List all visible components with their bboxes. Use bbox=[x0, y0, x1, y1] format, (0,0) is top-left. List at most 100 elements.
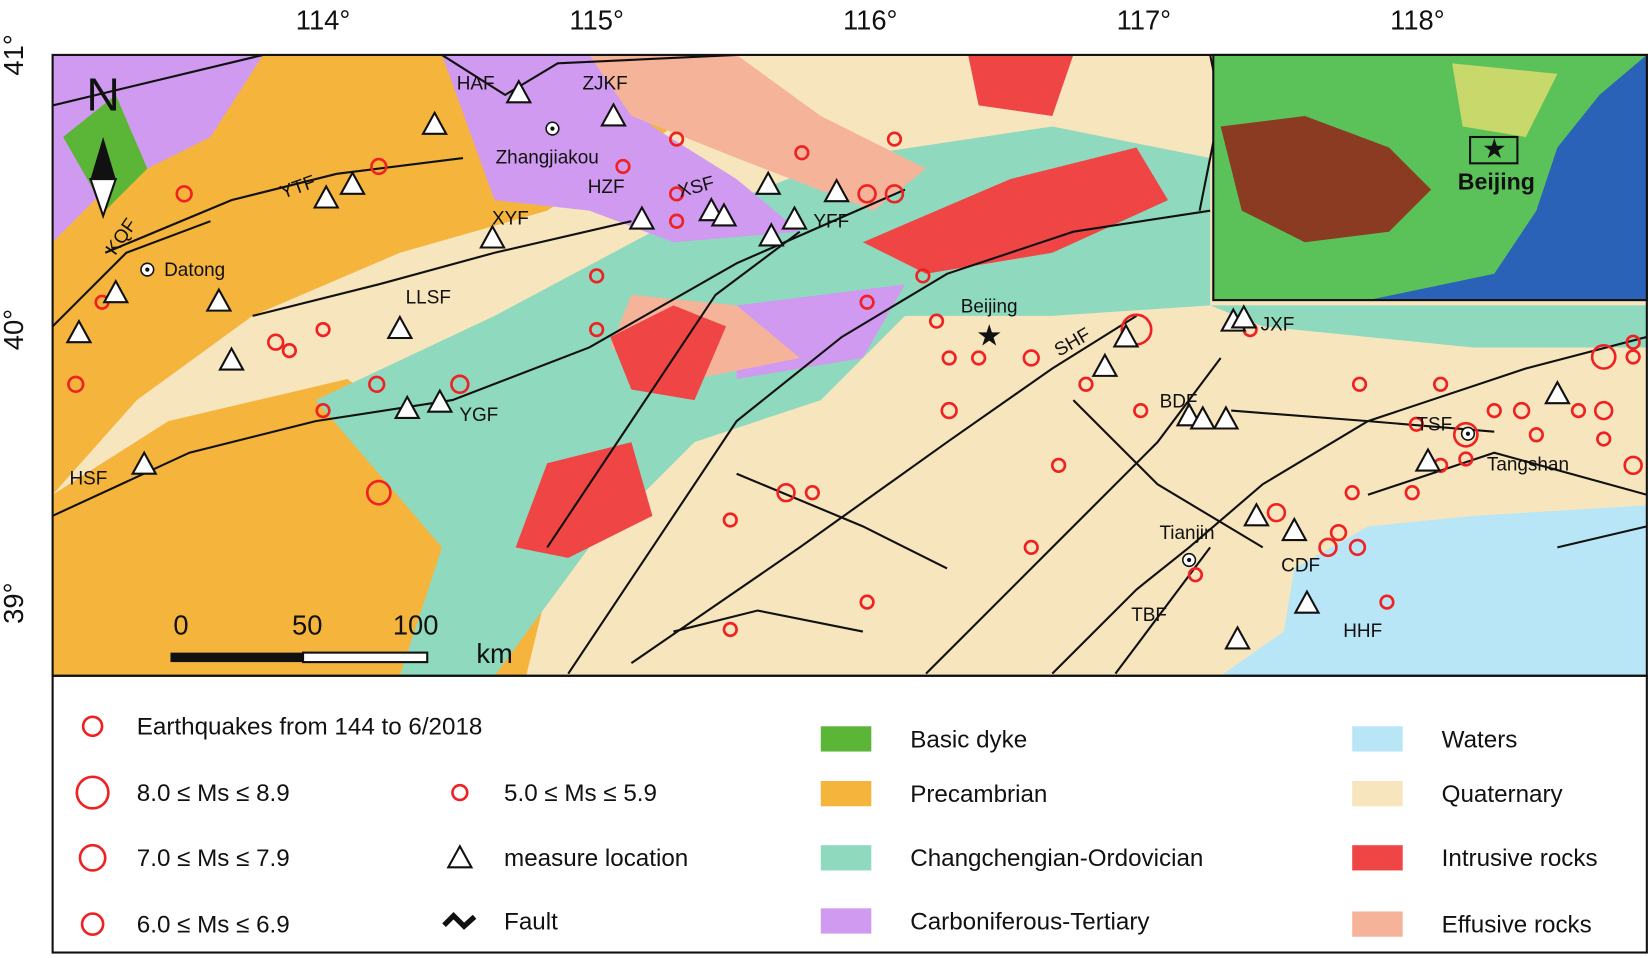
symbols: ★ Zhangjiakou Datong Beijing Tianjin Tangshan… bbox=[65, 74, 1643, 650]
intrusive-zone bbox=[968, 54, 1074, 116]
measure-location bbox=[65, 318, 93, 344]
north-arrow: N bbox=[86, 69, 120, 220]
city-dot bbox=[145, 267, 150, 272]
changchengian-zone bbox=[1210, 305, 1647, 348]
fault-label: XYF bbox=[492, 208, 529, 229]
fault-line bbox=[52, 54, 264, 107]
fault-line bbox=[252, 220, 632, 317]
earthquake bbox=[971, 350, 987, 366]
earthquake bbox=[267, 333, 285, 351]
fault-line bbox=[630, 315, 1138, 665]
fault-label: CDF bbox=[1281, 556, 1320, 577]
fault-line bbox=[925, 357, 1222, 675]
measure-location bbox=[1280, 516, 1308, 542]
legend-swatch bbox=[1352, 845, 1403, 871]
measure-location bbox=[393, 394, 421, 420]
earthquake bbox=[370, 157, 388, 176]
earthquake bbox=[1329, 523, 1348, 542]
earthquake bbox=[368, 375, 386, 393]
earthquake bbox=[941, 350, 957, 366]
carboniferous-zone bbox=[52, 54, 264, 243]
measure-location bbox=[1230, 304, 1258, 329]
measure-location bbox=[823, 177, 850, 203]
earthquake bbox=[315, 402, 331, 419]
inset-box bbox=[1469, 135, 1519, 165]
measure-location bbox=[205, 287, 233, 312]
fault-line bbox=[1114, 546, 1211, 675]
longitude-label: 115° bbox=[569, 5, 624, 36]
earthquake bbox=[1379, 594, 1395, 610]
measure-location bbox=[505, 79, 533, 104]
inset-frame bbox=[1212, 53, 1648, 302]
longitude-label: 116° bbox=[843, 5, 898, 36]
earthquake bbox=[315, 321, 331, 338]
legend-label: 5.0 ≤ Ms ≤ 5.9 bbox=[504, 780, 657, 807]
earthquake bbox=[915, 268, 931, 284]
fault-line bbox=[441, 54, 737, 97]
earthquake bbox=[1625, 334, 1641, 350]
measure-location bbox=[1112, 323, 1140, 348]
fault-label: YGF bbox=[459, 405, 498, 426]
earthquake bbox=[804, 485, 821, 501]
measure-location bbox=[1293, 589, 1321, 614]
fault-line bbox=[1557, 525, 1647, 549]
legend-label: 6.0 ≤ Ms ≤ 6.9 bbox=[137, 912, 290, 939]
legend-label: Effusive rocks bbox=[1442, 912, 1592, 939]
measure-location bbox=[1544, 380, 1571, 405]
earthquake bbox=[668, 131, 685, 147]
fault-line bbox=[567, 209, 1211, 675]
fault-line bbox=[52, 220, 211, 328]
place-label: Tianjin bbox=[1159, 523, 1214, 544]
measure-location bbox=[781, 205, 808, 230]
legend-swatch bbox=[820, 726, 872, 752]
earthquake bbox=[776, 482, 796, 503]
earthquake bbox=[1432, 376, 1449, 392]
earthquake bbox=[589, 321, 605, 338]
fault-label: JXF bbox=[1261, 315, 1295, 336]
fault-line bbox=[1072, 399, 1264, 549]
inset-label: Beijing bbox=[1458, 169, 1535, 195]
scale-tick: 100 bbox=[393, 610, 439, 641]
legend-label: 7.0 ≤ Ms ≤ 7.9 bbox=[137, 845, 290, 872]
legend-earthquake bbox=[80, 912, 105, 936]
earthquake bbox=[722, 621, 738, 638]
earthquake bbox=[1512, 401, 1531, 420]
legend-swatch bbox=[1352, 726, 1403, 752]
earthquake bbox=[928, 313, 945, 329]
scale-bar: 0 50 100 km bbox=[170, 610, 513, 669]
earthquake bbox=[1623, 455, 1643, 476]
measure-location bbox=[1091, 352, 1119, 377]
earthquake bbox=[1404, 485, 1420, 501]
fault-label: HAF bbox=[457, 74, 495, 95]
carboniferous-zone bbox=[441, 54, 800, 243]
legend-label: Basic dyke bbox=[910, 726, 1027, 753]
earthquake bbox=[1318, 537, 1338, 558]
legend-label: 8.0 ≤ Ms ≤ 8.9 bbox=[137, 780, 290, 807]
legend-swatch bbox=[1352, 911, 1403, 937]
earthquake bbox=[67, 375, 85, 393]
effusive-zone bbox=[589, 54, 927, 211]
measure-location bbox=[1414, 447, 1442, 472]
fault-line bbox=[673, 609, 864, 633]
legend-triangle bbox=[446, 844, 474, 869]
city-dot bbox=[550, 126, 555, 131]
fault-line bbox=[1231, 409, 1495, 433]
earthquake bbox=[1625, 349, 1641, 365]
earthquake bbox=[1590, 344, 1617, 370]
earthquake bbox=[940, 401, 958, 420]
earthquake bbox=[794, 145, 810, 161]
earthquake bbox=[589, 268, 605, 284]
earthquake bbox=[365, 479, 392, 506]
earthquake bbox=[1458, 451, 1474, 467]
measure-location bbox=[421, 110, 448, 135]
legend: Earthquakes from 144 to 6/2018 8.0 ≤ Ms ≤… bbox=[75, 714, 1598, 939]
legend-swatch bbox=[1352, 781, 1403, 807]
earthquake bbox=[1452, 421, 1479, 448]
earthquake bbox=[1023, 539, 1039, 556]
measure-location bbox=[102, 278, 130, 304]
earthquake bbox=[1408, 416, 1425, 432]
earthquake bbox=[1351, 376, 1368, 392]
latitude-label: 40° bbox=[0, 309, 29, 350]
earthquake bbox=[1596, 431, 1612, 447]
legend-label: measure location bbox=[504, 845, 688, 872]
